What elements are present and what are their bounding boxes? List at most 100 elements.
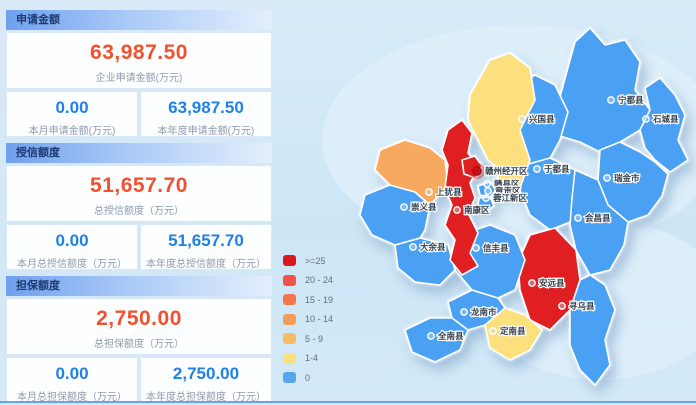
region-label-yudu: 于都县 <box>544 164 570 174</box>
map-region-ningdu[interactable] <box>554 27 651 153</box>
region-label-group-ningdu: 宁都县 <box>607 94 645 106</box>
region-marker-icon <box>574 214 582 222</box>
bottom-divider <box>0 401 696 403</box>
map-region-ganxian[interactable] <box>467 52 536 196</box>
legend-swatch-icon <box>283 274 296 286</box>
map-region-shicheng[interactable] <box>639 77 689 173</box>
region-label-group-rongjiang: 蓉江新区 <box>482 192 529 204</box>
legend-item[interactable]: >=25 <box>283 251 333 271</box>
sub-stats-row: 0.00 本月申请金额(万元) 63,987.50 本年度申请金额(万元) <box>6 91 272 137</box>
sub-stat-value: 0.00 <box>55 98 89 117</box>
region-marker-icon <box>460 308 468 316</box>
region-label-ruijin: 瑞金市 <box>614 173 640 183</box>
sub-stat-label: 本年度总授信额度（万元） <box>146 259 266 270</box>
region-label-shicheng: 石城县 <box>652 114 679 124</box>
highlight-marker-icon <box>472 166 482 176</box>
map-region-xunwu[interactable] <box>569 274 616 386</box>
map-region-huichang[interactable] <box>569 169 629 276</box>
region-label-group-dayu: 大余县 <box>409 241 447 253</box>
main-stat-label: 企业申请金额(万元) <box>95 73 183 84</box>
region-marker-icon <box>427 332 435 340</box>
main-stat-value: 2,750.00 <box>96 307 182 330</box>
stats-section: 授信额度 51,657.70 总授信额度（万元） 0.00 本月总授信额度（万元） 51,… <box>6 143 272 270</box>
region-marker-icon <box>482 194 490 202</box>
region-label-group-zhanggong: 章贡区 <box>484 185 522 197</box>
legend-swatch-icon <box>283 352 296 364</box>
region-label-group-xingguo: 兴国县 <box>518 113 556 125</box>
sub-stat-value: 63,987.50 <box>168 98 244 117</box>
region-label-anyuan: 安远县 <box>539 278 565 288</box>
legend-label: 20 - 24 <box>305 275 334 286</box>
legend-swatch-icon <box>283 294 296 306</box>
sub-stat-value: 0.00 <box>55 364 89 383</box>
legend-swatch-icon <box>283 313 296 325</box>
region-label-ganxian: 赣县区 <box>494 179 520 189</box>
legend-item[interactable]: 15 - 19 <box>283 290 333 310</box>
region-marker-icon <box>400 203 408 211</box>
region-label-group-yudu: 于都县 <box>533 163 571 175</box>
region-label-jingkai: 赣州经开区 <box>485 166 528 176</box>
sub-stats-row: 0.00 本月总授信额度（万元） 51,657.70 本年度总授信额度（万元） <box>6 224 272 270</box>
region-label-group-chongyi: 崇义县 <box>400 201 438 213</box>
region-label-quannan: 全南县 <box>437 331 464 341</box>
region-label-group-dingnan: 定南县 <box>489 325 527 337</box>
region-label-shangyou: 上犹县 <box>436 187 462 197</box>
region-label-dingnan: 定南县 <box>499 326 526 336</box>
sub-stats-row: 0.00 本月总担保额度（万元） 2,750.00 本年度总担保额度（万元） <box>6 357 272 403</box>
sub-stat-card: 0.00 本月总授信额度（万元） <box>6 224 138 270</box>
legend-swatch-icon <box>283 333 296 345</box>
region-marker-icon <box>484 187 492 195</box>
stats-section: 申请金额 63,987.50 企业申请金额(万元) 0.00 本月申请金额(万元) 63,… <box>6 10 272 137</box>
region-label-zhanggong: 章贡区 <box>495 186 521 196</box>
sub-stat-label: 本月申请金额(万元) <box>28 126 116 137</box>
section-header: 授信额度 <box>6 143 272 163</box>
sub-stat-card: 0.00 本月申请金额(万元) <box>6 91 138 137</box>
region-label-chongyi: 崇义县 <box>411 202 437 212</box>
stats-column: 申请金额 63,987.50 企业申请金额(万元) 0.00 本月申请金额(万元) 63,… <box>6 10 272 405</box>
region-label-group-xinfeng: 信丰县 <box>472 242 510 254</box>
region-marker-icon <box>483 180 491 188</box>
region-label-rongjiang: 蓉江新区 <box>492 193 528 203</box>
stats-section: 担保额度 2,750.00 总担保额度（万元） 0.00 本月总担保额度（万元） 2,75… <box>6 276 272 403</box>
region-marker-icon <box>603 174 611 182</box>
region-label-group-nankang: 南康区 <box>453 204 491 216</box>
sub-stat-card: 2,750.00 本年度总担保额度（万元） <box>140 357 272 403</box>
map-region-quannan[interactable] <box>404 317 469 363</box>
sub-stat-label: 本年度申请金额(万元) <box>157 126 255 137</box>
legend-item[interactable]: 0 <box>283 368 333 388</box>
section-header: 担保额度 <box>6 276 272 296</box>
map-region-dayu[interactable] <box>394 237 456 286</box>
map-legend: >=25 20 - 24 15 - 19 10 - 14 5 - 9 1-4 0 <box>283 251 333 388</box>
region-label-group-anyuan: 安远县 <box>528 277 566 289</box>
region-marker-icon <box>453 206 461 214</box>
region-label-group-shangyou: 上犹县 <box>425 186 463 198</box>
region-label-group-jingkai: 赣州经开区 <box>469 163 529 179</box>
legend-item[interactable]: 10 - 14 <box>283 310 333 330</box>
legend-item[interactable]: 5 - 9 <box>283 329 333 349</box>
legend-item[interactable]: 1-4 <box>283 349 333 369</box>
map-panel: 宁都县 石城县 兴国县 于都县 瑞金市 会昌县 安远县 寻乌县 定南县 龙南市 全南县 信丰县 大余县 崇… <box>272 0 696 405</box>
region-marker-icon <box>425 188 433 196</box>
region-label-group-ganxian: 赣县区 <box>483 178 521 190</box>
region-label-xunwu: 寻乌县 <box>569 301 595 311</box>
region-label-group-ruijin: 瑞金市 <box>603 172 641 184</box>
sub-stat-value: 2,750.00 <box>172 364 240 383</box>
region-marker-icon <box>528 279 536 287</box>
legend-label: 5 - 9 <box>305 333 324 344</box>
region-label-group-xunwu: 寻乌县 <box>558 300 596 312</box>
legend-item[interactable]: 20 - 24 <box>283 271 333 291</box>
sub-stat-label: 本年度总担保额度（万元） <box>146 392 266 403</box>
region-marker-icon <box>518 115 526 123</box>
region-marker-icon <box>409 243 417 251</box>
region-label-huichang: 会昌县 <box>584 213 611 223</box>
sub-stat-label: 本月总担保额度（万元） <box>17 392 127 403</box>
map-region-dingnan[interactable] <box>484 307 543 361</box>
map-region-rongjiang[interactable] <box>477 196 495 213</box>
legend-label: 10 - 14 <box>305 314 334 325</box>
sub-stat-label: 本月总授信额度（万元） <box>17 259 127 270</box>
map-region-zhanggong[interactable] <box>477 181 497 198</box>
sub-stat-card: 51,657.70 本年度总授信额度（万元） <box>140 224 272 270</box>
region-marker-icon <box>607 96 615 104</box>
sub-stat-card: 63,987.50 本年度申请金额(万元) <box>140 91 272 137</box>
